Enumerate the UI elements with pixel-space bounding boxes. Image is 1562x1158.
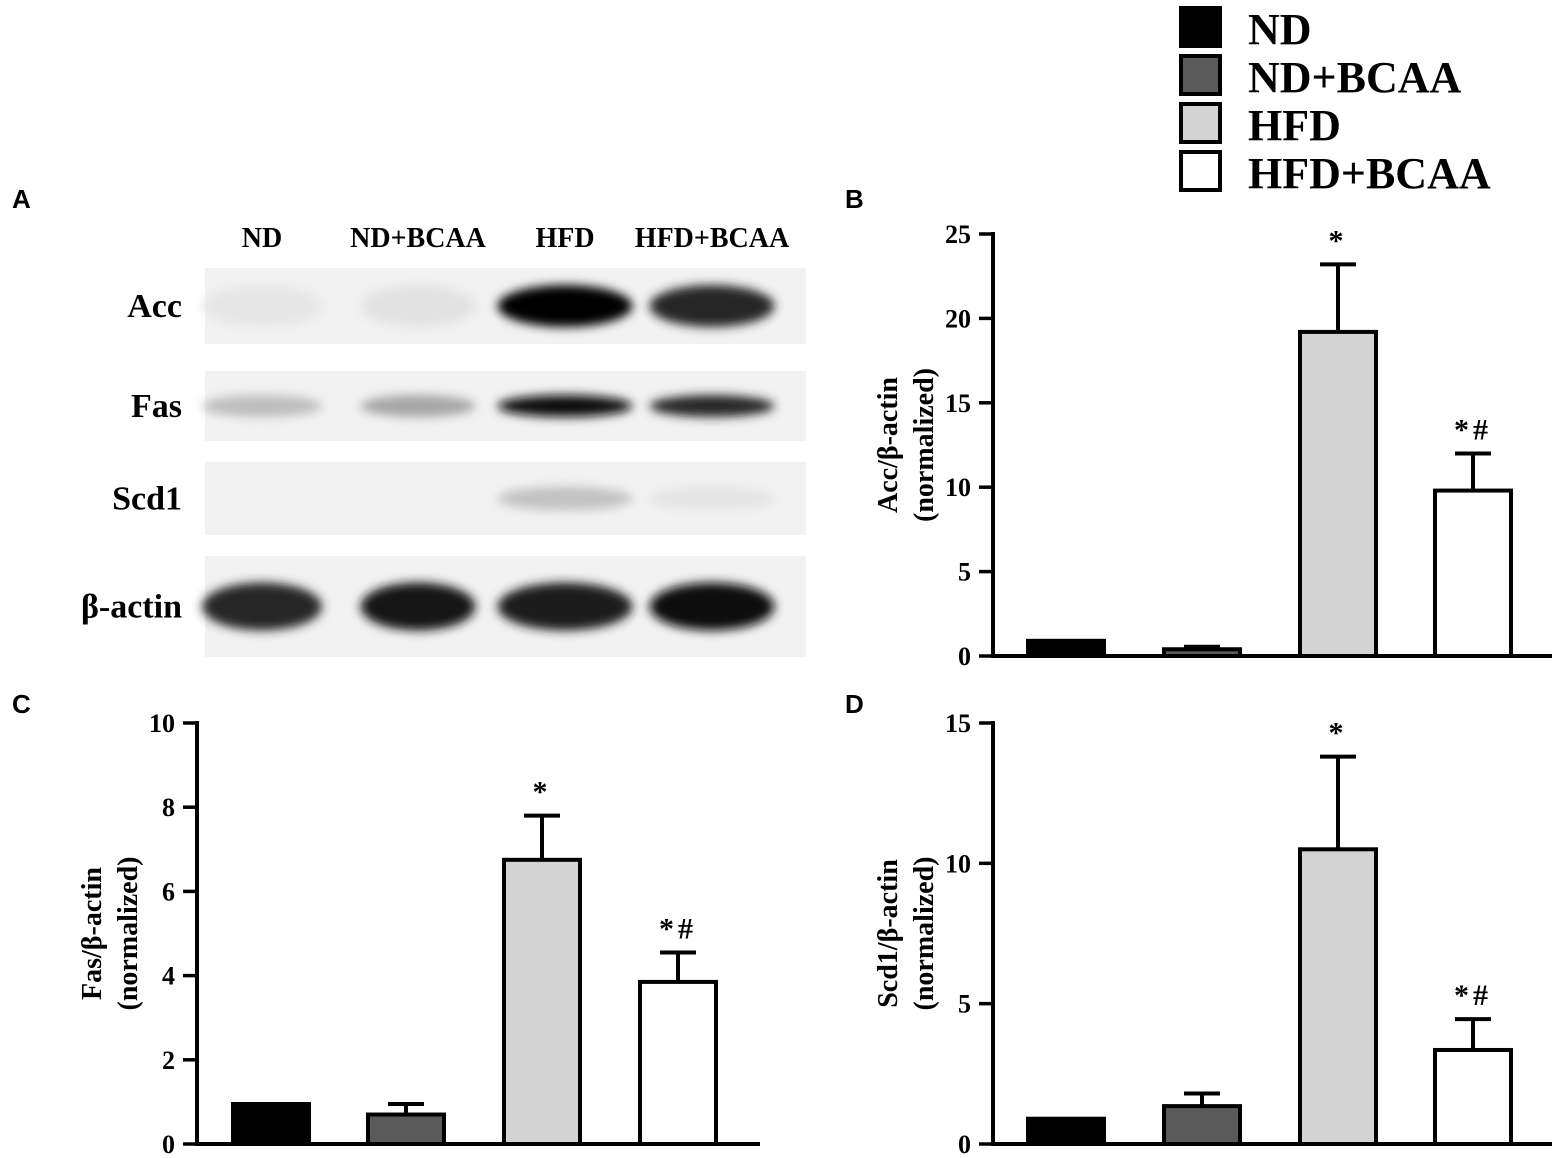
blot-lane-label: ND xyxy=(242,223,282,254)
panel-label: B xyxy=(845,184,864,214)
y-axis-label: Acc/β-actin xyxy=(873,377,904,513)
blot-band xyxy=(360,285,476,327)
blot-band xyxy=(497,486,633,511)
bar xyxy=(1026,1116,1106,1146)
y-tick-label: 4 xyxy=(162,962,175,991)
blot-band xyxy=(649,395,775,417)
blot-row-label: Acc xyxy=(127,288,182,325)
y-tick-label: 5 xyxy=(958,990,971,1019)
y-tick-label: 20 xyxy=(945,304,971,333)
legend-swatch xyxy=(1179,54,1222,96)
y-tick-label: 15 xyxy=(945,389,971,418)
y-axis-label-units: (normalized) xyxy=(113,857,144,1011)
y-tick-label: 2 xyxy=(162,1046,175,1075)
bar xyxy=(1162,647,1242,658)
y-axis-label: Fas/β-actin xyxy=(77,867,108,1000)
legend-label: HFD xyxy=(1248,101,1341,150)
blot-band xyxy=(360,582,476,631)
blot-band xyxy=(497,395,633,417)
panel-label-a: A xyxy=(12,184,31,214)
blot-lane-label: HFD+BCAA xyxy=(635,223,790,254)
y-tick-label: 6 xyxy=(162,877,175,906)
significance-marker: * xyxy=(533,776,552,809)
chart-panel-b: B 0 5 10 15 20 25 Acc/β-actin (normalized) * *# xyxy=(845,184,1552,671)
y-tick-label: 5 xyxy=(958,558,971,587)
bar xyxy=(1433,488,1513,658)
y-tick-label: 0 xyxy=(958,1130,971,1158)
blot-band xyxy=(202,395,322,417)
significance-marker: * xyxy=(1329,717,1348,750)
bar xyxy=(1298,847,1378,1146)
western-blot-panel: A ND ND+BCAA HFD HFD+BCAA Acc Fas Scd1 β-actin xyxy=(12,184,806,657)
y-tick-label: 8 xyxy=(162,793,175,822)
blot-row: Fas xyxy=(131,371,806,441)
legend-label: ND xyxy=(1248,5,1312,54)
blot-band xyxy=(497,582,633,631)
blot-lane-label: HFD xyxy=(535,223,594,254)
blot-band xyxy=(649,582,775,631)
legend-label: ND+BCAA xyxy=(1248,53,1462,102)
y-axis-label-units: (normalized) xyxy=(909,368,940,522)
blot-row: β-actin xyxy=(81,556,806,657)
bar xyxy=(1433,1047,1513,1147)
y-tick-label: 0 xyxy=(162,1130,175,1158)
blot-row-label: Scd1 xyxy=(112,481,182,518)
legend-swatch xyxy=(1179,102,1222,144)
significance-marker: *# xyxy=(1454,413,1492,446)
bar xyxy=(366,1112,446,1147)
bar xyxy=(1026,638,1106,658)
bar xyxy=(1162,1104,1242,1146)
blot-band xyxy=(497,285,633,327)
y-tick-label: 0 xyxy=(958,642,971,671)
legend-swatch xyxy=(1179,150,1222,192)
panel-label: D xyxy=(845,689,864,719)
y-tick-label: 10 xyxy=(149,709,175,738)
y-tick-label: 25 xyxy=(945,220,971,249)
y-tick-label: 10 xyxy=(945,849,971,878)
blot-row-label: β-actin xyxy=(81,589,182,626)
blot-lane-label: ND+BCAA xyxy=(350,223,487,254)
bar xyxy=(638,979,718,1146)
blot-band xyxy=(649,486,775,511)
blot-band xyxy=(202,582,322,631)
chart-panel-d: D 0 5 10 15 Scd1/β-actin (normalized) * *# xyxy=(845,689,1552,1158)
legend-swatch xyxy=(1179,6,1222,48)
bar xyxy=(231,1102,311,1147)
blot-row-label: Fas xyxy=(131,388,182,425)
blot-band xyxy=(649,285,775,327)
chart-panel-c: C 0 2 4 6 8 10 Fas/β-actin (normalized) * *# xyxy=(12,689,760,1158)
y-tick-label: 15 xyxy=(945,709,971,738)
blot-row: Acc xyxy=(127,268,806,344)
bar xyxy=(1298,329,1378,658)
legend-label: HFD+BCAA xyxy=(1248,149,1491,198)
blot-row: Scd1 xyxy=(112,462,806,535)
y-axis-label-units: (normalized) xyxy=(909,857,940,1011)
panel-label: C xyxy=(12,689,31,719)
significance-marker: *# xyxy=(1454,979,1492,1012)
bar xyxy=(502,857,582,1146)
significance-marker: * xyxy=(1329,224,1348,257)
significance-marker: *# xyxy=(659,912,697,945)
y-axis-label: Scd1/β-actin xyxy=(873,859,904,1008)
blot-band xyxy=(202,285,322,327)
y-tick-label: 10 xyxy=(945,473,971,502)
blot-band xyxy=(360,395,476,417)
